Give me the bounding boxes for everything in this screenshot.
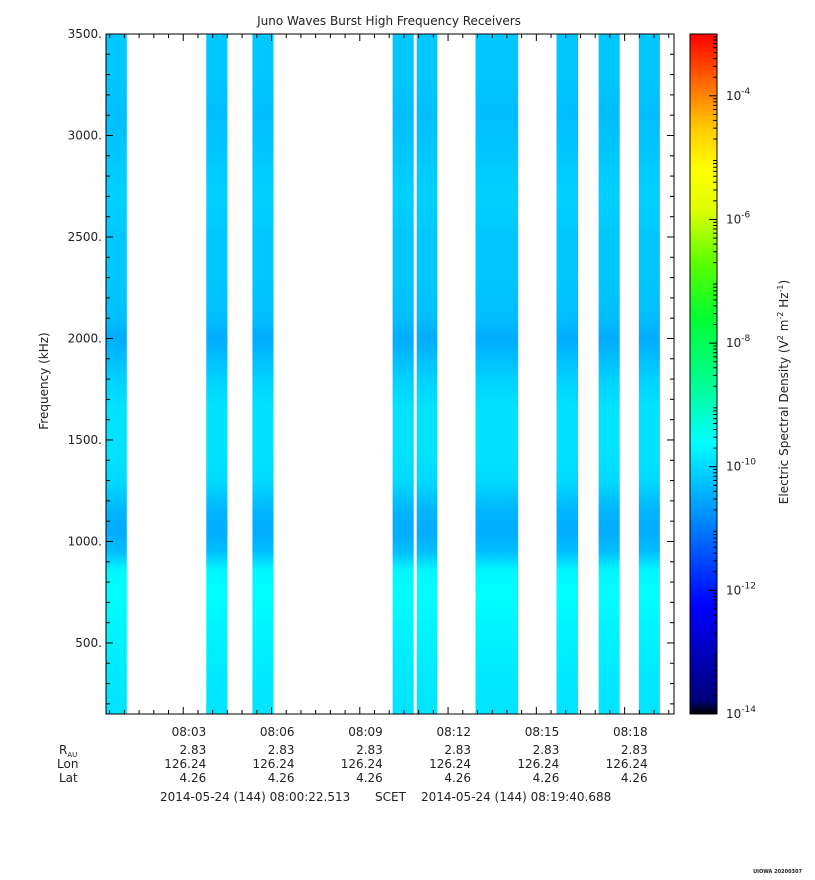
burst-segment xyxy=(638,34,660,714)
ephemeris-lat-value: 4.26 xyxy=(533,771,560,785)
burst-segments xyxy=(106,34,660,714)
burst-segment xyxy=(392,34,414,714)
ephemeris-lat-value: 4.26 xyxy=(268,771,295,785)
burst-segment xyxy=(416,34,438,714)
y-axis-label: Frequency (kHz) xyxy=(37,332,51,429)
plot-frame xyxy=(105,33,675,715)
burst-segment xyxy=(106,34,127,714)
burst-segment xyxy=(252,34,274,714)
colorbar-axis: 10-4 10-6 10-8 10-10 10-12 10-14 xyxy=(709,36,756,721)
y-tick-label: 2500. xyxy=(68,230,102,244)
ephemeris-lon-value: 126.24 xyxy=(253,757,295,771)
ephemeris-r-au-value: 2.83 xyxy=(268,743,295,757)
chart-title: Juno Waves Burst High Frequency Receiver… xyxy=(256,14,521,28)
ephemeris-lon-value: 126.24 xyxy=(517,757,559,771)
plot-background xyxy=(106,34,674,714)
y-axis: 500. 1000. 1500. 2000. 2500. 3000. 3500. xyxy=(68,27,674,705)
colorbar-label: Electric Spectral Density (V2 m-2 Hz-1) xyxy=(776,280,791,504)
y-tick-label: 3000. xyxy=(68,128,102,142)
ephemeris-r-au-value: 2.83 xyxy=(444,743,471,757)
x-tick-label: 08:12 xyxy=(436,725,471,739)
colorbar-tick-label: 10-10 xyxy=(726,458,756,474)
ephemeris-lon-label: Lon xyxy=(57,757,78,771)
ephemeris-r-au-value: 2.83 xyxy=(533,743,560,757)
colorbar-tick-label: 10-8 xyxy=(726,334,751,350)
watermark: UIOWA 20200307 xyxy=(753,869,802,875)
y-tick-label: 3500. xyxy=(68,27,102,41)
ephemeris-lon-value: 126.24 xyxy=(429,757,471,771)
burst-segment xyxy=(598,34,620,714)
ephemeris-r-au-value: 2.83 xyxy=(356,743,383,757)
x-axis: 08:03 08:06 08:09 08:12 08:15 08:18 xyxy=(109,34,670,739)
ephemeris-r-label: RAU xyxy=(59,743,77,759)
ephemeris-r-au-value: 2.83 xyxy=(621,743,648,757)
ephemeris-lon-value: 126.24 xyxy=(606,757,648,771)
ephemeris-lat-value: 4.26 xyxy=(621,771,648,785)
x-tick-label: 08:09 xyxy=(348,725,383,739)
ephemeris-row-labels: RAU Lon Lat xyxy=(57,743,78,785)
y-tick-label: 1500. xyxy=(68,433,102,447)
time-range-start: 2014-05-24 (144) 08:00:22.513 xyxy=(160,790,350,804)
ephemeris-lon-value: 126.24 xyxy=(341,757,383,771)
colorbar-tick-label: 10-6 xyxy=(726,210,751,226)
burst-segment xyxy=(475,34,519,714)
time-range-end: 2014-05-24 (144) 08:19:40.688 xyxy=(421,790,611,804)
burst-segment xyxy=(206,34,228,714)
ephemeris-lat-label: Lat xyxy=(59,771,78,785)
ephemeris-lat-value: 4.26 xyxy=(356,771,383,785)
colorbar-tick-label: 10-14 xyxy=(726,705,756,721)
y-tick-label: 2000. xyxy=(68,331,102,345)
ephemeris-lat-value: 4.26 xyxy=(444,771,471,785)
ephemeris-values: 2.83126.244.262.83126.244.262.83126.244.… xyxy=(164,743,647,785)
x-tick-label: 08:15 xyxy=(525,725,560,739)
burst-segment xyxy=(556,34,579,714)
colorbar-tick-label: 10-12 xyxy=(726,581,756,597)
ephemeris-lat-value: 4.26 xyxy=(180,771,207,785)
time-range-label: 2014-05-24 (144) 08:00:22.513 SCET 2014-… xyxy=(160,790,611,804)
colorbar xyxy=(689,33,718,715)
ephemeris-lon-value: 126.24 xyxy=(164,757,206,771)
x-tick-label: 08:03 xyxy=(172,725,207,739)
x-tick-label: 08:18 xyxy=(613,725,648,739)
y-tick-label: 1000. xyxy=(68,534,102,548)
colorbar-tick-label: 10-4 xyxy=(726,87,751,103)
y-tick-label: 500. xyxy=(75,636,102,650)
time-range-scet: SCET xyxy=(375,790,407,804)
x-tick-label: 08:06 xyxy=(260,725,295,739)
ephemeris-r-au-value: 2.83 xyxy=(180,743,207,757)
